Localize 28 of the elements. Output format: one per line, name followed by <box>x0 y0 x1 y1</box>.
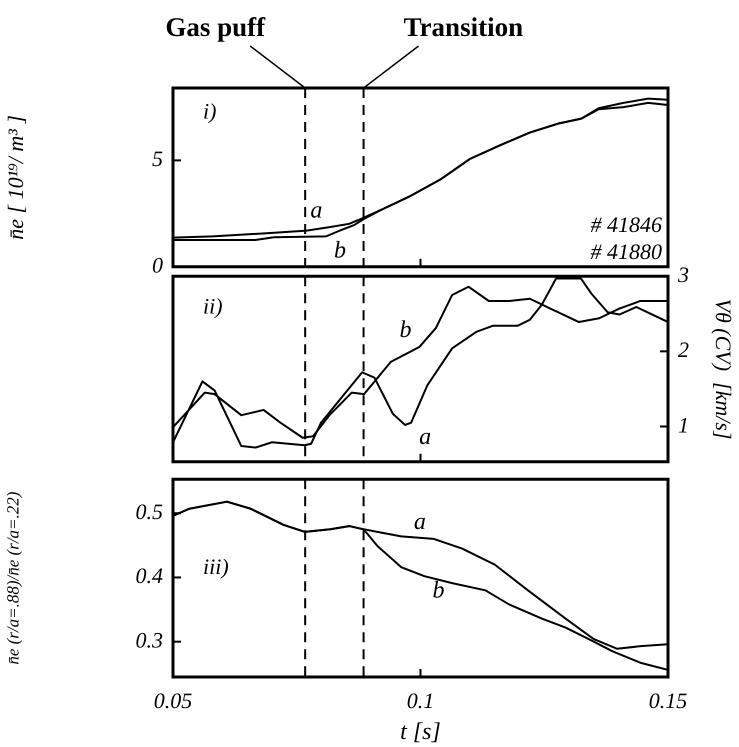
y-tick-label: 0.4 <box>136 563 163 588</box>
x-tick-label: 0.15 <box>648 688 688 713</box>
y-tick-label: 2 <box>678 337 689 362</box>
annotation: # 41880 <box>590 238 662 264</box>
y-tick-label: 1 <box>678 412 689 438</box>
series-label: b <box>400 317 412 344</box>
series-label: b <box>432 577 444 604</box>
series-label: a <box>414 509 426 536</box>
y-tick-label: 5 <box>152 146 163 172</box>
annotation: # 41846 <box>590 212 662 237</box>
annotation: iii) <box>203 554 229 580</box>
annotation: i) <box>203 98 216 124</box>
y-tick-label: 0.5 <box>136 499 163 524</box>
y-tick-label: 0.3 <box>136 627 163 652</box>
ref-line-label: Gas puff <box>165 12 266 42</box>
y-axis-title: Vθ (CV) [km/s] <box>711 298 736 440</box>
x-axis-title: t [s] <box>400 718 441 745</box>
y-axis-title: n̄e (r/a=.88)/n̄e (r/a=.22) <box>4 491 23 665</box>
annotation: ii) <box>203 293 223 318</box>
y-tick-label: 0 <box>152 252 163 278</box>
ref-line-label: Transition <box>404 12 524 42</box>
x-tick-label: 0.1 <box>406 688 434 713</box>
y-tick-label: 3 <box>677 262 689 287</box>
series-label: a <box>419 424 432 450</box>
series-label: a <box>310 197 322 224</box>
y-axis-title: n̄e [ 10¹⁹/ m³ ] <box>2 115 28 240</box>
series-label: b <box>334 238 346 264</box>
x-tick-label: 0.05 <box>154 688 192 713</box>
